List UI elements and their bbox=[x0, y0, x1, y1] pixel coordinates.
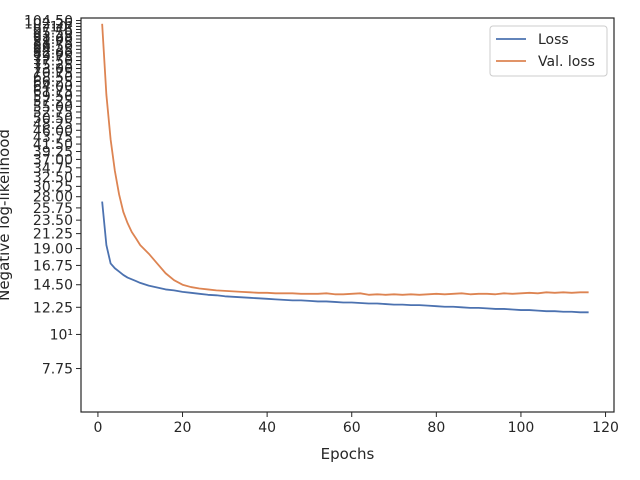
y-tick-label: 57.25 bbox=[33, 94, 73, 110]
y-tick-label: 50.50 bbox=[33, 111, 73, 127]
y-tick-label: 43.75 bbox=[33, 130, 73, 146]
y-tick-label: 14.50 bbox=[33, 278, 73, 294]
y-tick-label: 16.75 bbox=[33, 258, 73, 274]
y-tick-label: 75.25 bbox=[33, 57, 73, 73]
y-tick-label: 79.75 bbox=[33, 50, 73, 66]
y-tick-label: 32.50 bbox=[33, 170, 73, 186]
y-tick-label: 77.50 bbox=[33, 54, 73, 70]
x-tick-label: 120 bbox=[592, 420, 619, 436]
plot-area bbox=[80, 17, 615, 413]
y-tick-label: 34.75 bbox=[33, 161, 73, 177]
y-tick-label: 21.25 bbox=[33, 227, 73, 243]
y-tick-label: 25.75 bbox=[33, 201, 73, 217]
y-axis-title: Negative log-likelihood bbox=[0, 129, 13, 301]
series-layer bbox=[101, 23, 589, 314]
x-tick-label: 60 bbox=[343, 420, 361, 436]
y-tick-label: 55.00 bbox=[33, 99, 73, 115]
y-axis-ticks: 7.75 10¹ 12.25 14.50 16.7519.0021.2523.5025.… bbox=[24, 14, 81, 378]
legend: Loss Val. loss bbox=[489, 25, 608, 77]
y-tick-label: 46.00 bbox=[33, 123, 73, 139]
y-tick-label: 104.50 bbox=[24, 14, 73, 30]
y-tick-label: 95.50 bbox=[33, 26, 73, 42]
legend-label-loss: Loss bbox=[538, 32, 569, 48]
y-tick-label: 82.00 bbox=[33, 46, 73, 62]
y-tick-label: 37.00 bbox=[33, 152, 73, 168]
loss-series-line bbox=[101, 201, 589, 314]
y-tick-label: 64.00 bbox=[33, 79, 73, 95]
y-tick-label: 19.00 bbox=[33, 242, 73, 258]
axes-frame bbox=[80, 17, 615, 413]
y-tick-label: 30.25 bbox=[33, 179, 73, 195]
y-tick-label: 28.00 bbox=[33, 190, 73, 206]
y-tick-label: 39.25 bbox=[33, 145, 73, 161]
y-tick-label: 70.75 bbox=[33, 66, 73, 82]
y-tick-label: 97.75 bbox=[33, 22, 73, 38]
y-tick-label: 23.50 bbox=[33, 213, 73, 229]
y-tick-label: 10² bbox=[50, 19, 73, 35]
y-tick-label: 61.75 bbox=[33, 84, 73, 100]
y-tick-label: 66.25 bbox=[33, 75, 73, 91]
y-tick-label: 84.25 bbox=[33, 42, 73, 58]
y-tick-label: 48.25 bbox=[33, 117, 73, 133]
y-tick-label: 102.25 bbox=[24, 16, 73, 32]
y-tick-label: 86.50 bbox=[33, 39, 73, 55]
y-tick-label: 7.75 bbox=[42, 362, 73, 378]
y-tick-label: 68.50 bbox=[33, 70, 73, 86]
y-tick-label: 59.50 bbox=[33, 89, 73, 105]
y-tick-label: 73.00 bbox=[33, 62, 73, 78]
y-tick-label: 88.75 bbox=[33, 35, 73, 51]
x-tick-label: 0 bbox=[93, 420, 102, 436]
val-loss-series-line bbox=[101, 23, 589, 296]
y-tick-label: 12.25 bbox=[33, 300, 73, 316]
y-tick-label: 93.25 bbox=[33, 29, 73, 45]
y-tick-label: 91.00 bbox=[33, 32, 73, 48]
x-axis-ticks: 0 20 40 60 80 100 120 bbox=[93, 412, 619, 436]
y-tick-label: 41.50 bbox=[33, 137, 73, 153]
x-tick-label: 20 bbox=[174, 420, 192, 436]
x-tick-label: 40 bbox=[258, 420, 276, 436]
legend-label-val-loss: Val. loss bbox=[538, 54, 595, 70]
x-tick-label: 100 bbox=[508, 420, 535, 436]
x-axis-title: Epochs bbox=[321, 445, 375, 463]
x-tick-label: 80 bbox=[427, 420, 445, 436]
y-tick-label: 52.75 bbox=[33, 105, 73, 121]
y-tick-label: 10¹ bbox=[50, 327, 73, 343]
